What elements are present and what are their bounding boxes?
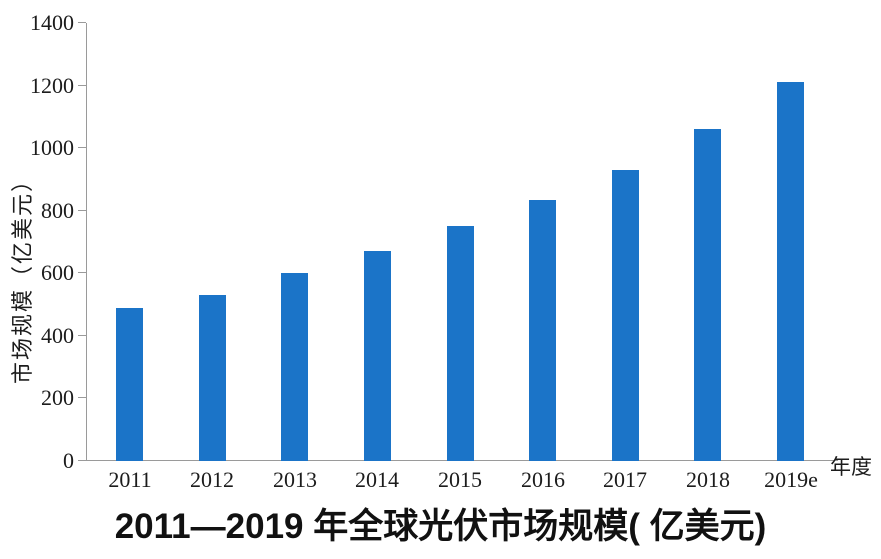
x-tick-label: 2012 xyxy=(190,467,234,492)
chart-title: 2011—2019 年全球光伏市场规模( 亿美元) xyxy=(114,507,767,546)
y-tick-label: 1200 xyxy=(30,73,74,98)
y-tick-mark xyxy=(78,147,86,148)
y-tick-mark xyxy=(78,22,86,23)
x-tick-label: 2013 xyxy=(273,467,317,492)
y-tick-mark xyxy=(78,397,86,398)
y-tick-mark xyxy=(78,272,86,273)
x-tick-label: 2017 xyxy=(603,467,647,492)
x-tick-label: 2018 xyxy=(686,467,730,492)
x-tick-label: 2011 xyxy=(108,467,152,492)
bar xyxy=(116,308,143,461)
y-tick-label: 1000 xyxy=(30,135,74,160)
y-tick-mark xyxy=(78,85,86,86)
x-tick-label: 2016 xyxy=(521,467,565,492)
bar xyxy=(612,170,639,461)
bar xyxy=(364,251,391,461)
y-tick-label: 1400 xyxy=(30,10,74,35)
bar xyxy=(529,200,556,461)
y-tick-mark xyxy=(78,335,86,336)
x-tick-label: 2019e xyxy=(764,467,818,492)
x-tick-label: 2014 xyxy=(355,467,399,492)
y-tick-label: 400 xyxy=(41,323,74,348)
x-tick-label: 2015 xyxy=(438,467,482,492)
bar xyxy=(447,226,474,461)
bar xyxy=(694,129,721,461)
y-tick-label: 600 xyxy=(41,260,74,285)
y-axis-line xyxy=(86,23,87,461)
y-tick-mark xyxy=(78,210,86,211)
y-tick-label: 200 xyxy=(41,385,74,410)
bar xyxy=(777,82,804,461)
bar xyxy=(281,273,308,461)
x-axis-title: 年度 xyxy=(830,455,872,479)
y-tick-mark xyxy=(78,460,86,461)
y-tick-label: 0 xyxy=(63,448,74,473)
y-tick-label: 800 xyxy=(41,198,74,223)
bar xyxy=(199,295,226,461)
y-axis-title: 市场规模（亿美元） xyxy=(10,167,35,385)
